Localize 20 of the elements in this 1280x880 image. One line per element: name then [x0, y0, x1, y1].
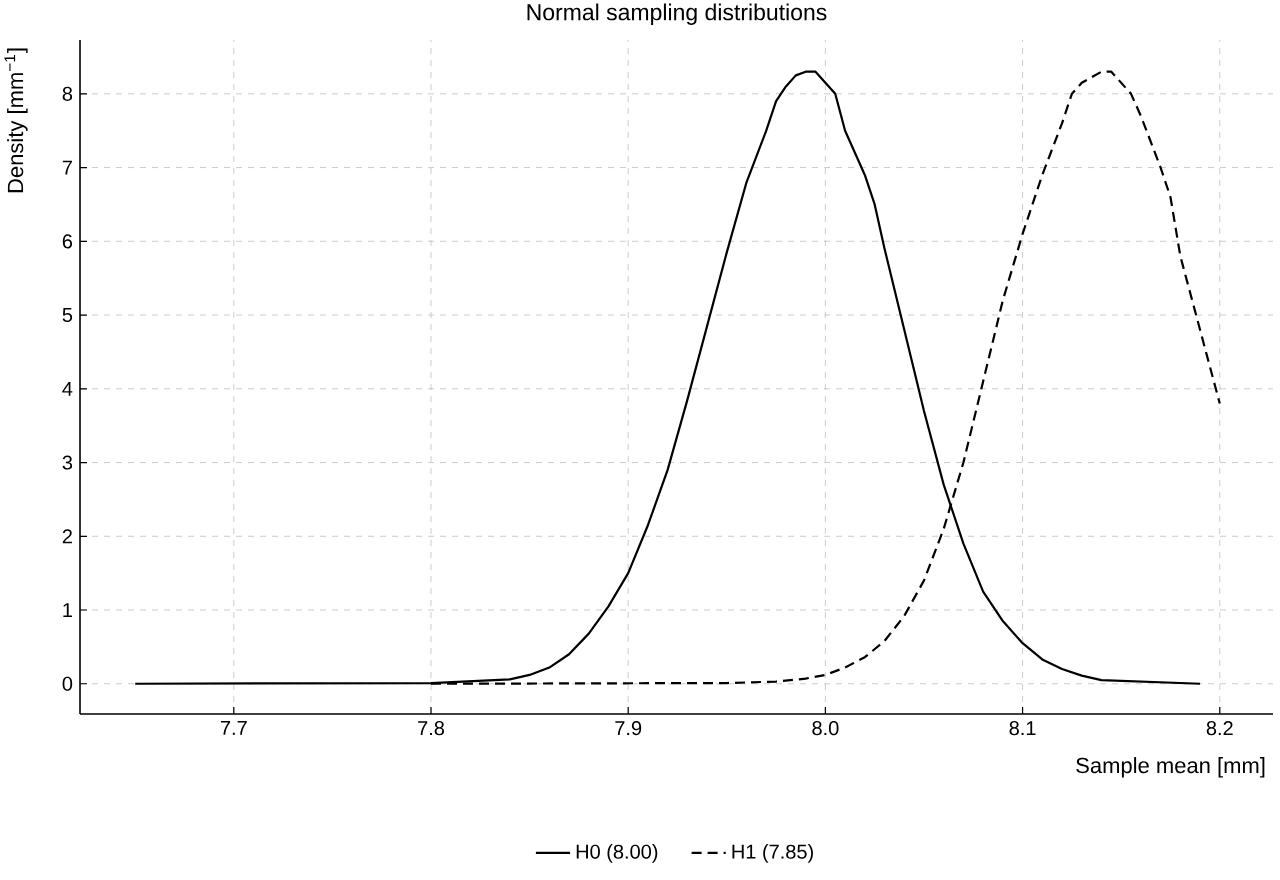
chart-title: Normal sampling distributions [527, 3, 827, 25]
x-tick-label: 7.8 [418, 721, 445, 736]
x-tick-label: 7.7 [220, 721, 247, 735]
y-tick-label: 6 [62, 234, 73, 249]
legend-label: H1 (7.85) [732, 844, 813, 863]
y-tick-label: 5 [62, 308, 73, 323]
x-tick-label: 8.2 [1206, 721, 1233, 736]
y-tick-label: 1 [63, 603, 72, 617]
y-tick-label: 4 [62, 381, 73, 396]
y-axis-title: Density [mm$^{−1}$] [4, 48, 28, 193]
x-tick-label: 8.1 [1009, 721, 1036, 736]
y-tick-label: 2 [62, 529, 72, 544]
x-tick-label: 8.0 [812, 721, 839, 736]
legend-label: H0 (8.00) [576, 844, 658, 863]
x-axis-title: Sample mean [mm] [1076, 757, 1265, 778]
y-tick-label: 0 [62, 676, 73, 691]
y-tick-label: 3 [62, 455, 73, 470]
y-tick-label: 7 [62, 160, 72, 175]
y-tick-label: 8 [62, 86, 73, 101]
x-tick-label: 7.9 [615, 721, 642, 736]
